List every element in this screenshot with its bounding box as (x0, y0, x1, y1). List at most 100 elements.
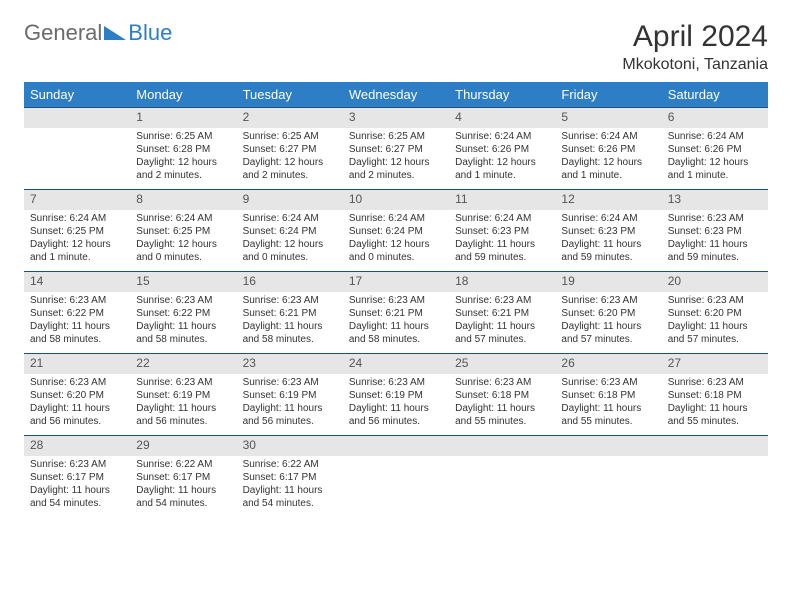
sunrise-text: Sunrise: 6:22 AM (136, 458, 230, 471)
day-content: Sunrise: 6:23 AMSunset: 6:19 PMDaylight:… (237, 374, 343, 432)
daylight-text: Daylight: 11 hours and 59 minutes. (455, 238, 549, 264)
daylight-text: Daylight: 11 hours and 54 minutes. (30, 484, 124, 510)
day-content: Sunrise: 6:23 AMSunset: 6:20 PMDaylight:… (555, 292, 661, 350)
sunrise-text: Sunrise: 6:23 AM (561, 294, 655, 307)
sunrise-text: Sunrise: 6:25 AM (136, 130, 230, 143)
day-number: 14 (24, 271, 130, 292)
calendar-week-row: 21Sunrise: 6:23 AMSunset: 6:20 PMDayligh… (24, 353, 768, 435)
calendar-cell (662, 435, 768, 517)
day-number: 29 (130, 435, 236, 456)
day-header: Friday (555, 82, 661, 107)
sunrise-text: Sunrise: 6:24 AM (561, 212, 655, 225)
calendar-cell: 21Sunrise: 6:23 AMSunset: 6:20 PMDayligh… (24, 353, 130, 435)
day-content: Sunrise: 6:23 AMSunset: 6:22 PMDaylight:… (130, 292, 236, 350)
day-number: 10 (343, 189, 449, 210)
daylight-text: Daylight: 11 hours and 57 minutes. (668, 320, 762, 346)
sunset-text: Sunset: 6:22 PM (30, 307, 124, 320)
daylight-text: Daylight: 12 hours and 2 minutes. (243, 156, 337, 182)
day-number: 7 (24, 189, 130, 210)
sunrise-text: Sunrise: 6:23 AM (668, 294, 762, 307)
day-number: 20 (662, 271, 768, 292)
sunrise-text: Sunrise: 6:24 AM (243, 212, 337, 225)
day-number: 23 (237, 353, 343, 374)
day-number: 2 (237, 107, 343, 128)
calendar-cell: 4Sunrise: 6:24 AMSunset: 6:26 PMDaylight… (449, 107, 555, 189)
sunrise-text: Sunrise: 6:23 AM (30, 458, 124, 471)
day-content: Sunrise: 6:23 AMSunset: 6:21 PMDaylight:… (237, 292, 343, 350)
daylight-text: Daylight: 11 hours and 58 minutes. (349, 320, 443, 346)
calendar-cell: 18Sunrise: 6:23 AMSunset: 6:21 PMDayligh… (449, 271, 555, 353)
calendar-cell: 20Sunrise: 6:23 AMSunset: 6:20 PMDayligh… (662, 271, 768, 353)
day-header: Saturday (662, 82, 768, 107)
sunrise-text: Sunrise: 6:23 AM (30, 376, 124, 389)
daylight-text: Daylight: 11 hours and 55 minutes. (668, 402, 762, 428)
day-content: Sunrise: 6:23 AMSunset: 6:21 PMDaylight:… (449, 292, 555, 350)
calendar-week-row: 1Sunrise: 6:25 AMSunset: 6:28 PMDaylight… (24, 107, 768, 189)
daylight-text: Daylight: 12 hours and 0 minutes. (136, 238, 230, 264)
sunrise-text: Sunrise: 6:25 AM (349, 130, 443, 143)
day-number: 11 (449, 189, 555, 210)
day-number: 1 (130, 107, 236, 128)
day-number: 16 (237, 271, 343, 292)
sunset-text: Sunset: 6:24 PM (349, 225, 443, 238)
day-content: Sunrise: 6:24 AMSunset: 6:25 PMDaylight:… (130, 210, 236, 268)
daylight-text: Daylight: 11 hours and 58 minutes. (136, 320, 230, 346)
daylight-text: Daylight: 11 hours and 56 minutes. (349, 402, 443, 428)
day-number: 17 (343, 271, 449, 292)
day-number: 12 (555, 189, 661, 210)
sunrise-text: Sunrise: 6:24 AM (349, 212, 443, 225)
sunset-text: Sunset: 6:27 PM (243, 143, 337, 156)
sunset-text: Sunset: 6:26 PM (668, 143, 762, 156)
daylight-text: Daylight: 11 hours and 58 minutes. (243, 320, 337, 346)
sunset-text: Sunset: 6:21 PM (243, 307, 337, 320)
sunrise-text: Sunrise: 6:23 AM (668, 212, 762, 225)
day-number (343, 435, 449, 456)
title-block: April 2024 Mkokotoni, Tanzania (622, 20, 768, 74)
sunset-text: Sunset: 6:28 PM (136, 143, 230, 156)
calendar-cell: 13Sunrise: 6:23 AMSunset: 6:23 PMDayligh… (662, 189, 768, 271)
sunrise-text: Sunrise: 6:23 AM (243, 376, 337, 389)
daylight-text: Daylight: 12 hours and 1 minute. (561, 156, 655, 182)
day-number: 27 (662, 353, 768, 374)
day-content: Sunrise: 6:24 AMSunset: 6:23 PMDaylight:… (555, 210, 661, 268)
day-content: Sunrise: 6:23 AMSunset: 6:18 PMDaylight:… (555, 374, 661, 432)
calendar-cell: 23Sunrise: 6:23 AMSunset: 6:19 PMDayligh… (237, 353, 343, 435)
daylight-text: Daylight: 11 hours and 56 minutes. (136, 402, 230, 428)
day-number: 24 (343, 353, 449, 374)
day-number (662, 435, 768, 456)
sunrise-text: Sunrise: 6:23 AM (561, 376, 655, 389)
page-header: General Blue April 2024 Mkokotoni, Tanza… (24, 20, 768, 74)
location: Mkokotoni, Tanzania (622, 56, 768, 74)
sunset-text: Sunset: 6:25 PM (136, 225, 230, 238)
calendar-cell: 11Sunrise: 6:24 AMSunset: 6:23 PMDayligh… (449, 189, 555, 271)
day-number: 9 (237, 189, 343, 210)
day-content: Sunrise: 6:23 AMSunset: 6:18 PMDaylight:… (449, 374, 555, 432)
calendar-cell: 30Sunrise: 6:22 AMSunset: 6:17 PMDayligh… (237, 435, 343, 517)
day-number (555, 435, 661, 456)
calendar-week-row: 7Sunrise: 6:24 AMSunset: 6:25 PMDaylight… (24, 189, 768, 271)
sunrise-text: Sunrise: 6:22 AM (243, 458, 337, 471)
daylight-text: Daylight: 11 hours and 57 minutes. (561, 320, 655, 346)
sunrise-text: Sunrise: 6:23 AM (668, 376, 762, 389)
day-content: Sunrise: 6:23 AMSunset: 6:23 PMDaylight:… (662, 210, 768, 268)
daylight-text: Daylight: 11 hours and 55 minutes. (561, 402, 655, 428)
calendar-week-row: 14Sunrise: 6:23 AMSunset: 6:22 PMDayligh… (24, 271, 768, 353)
sunrise-text: Sunrise: 6:25 AM (243, 130, 337, 143)
day-number: 28 (24, 435, 130, 456)
day-header-row: Sunday Monday Tuesday Wednesday Thursday… (24, 82, 768, 107)
day-content: Sunrise: 6:23 AMSunset: 6:18 PMDaylight:… (662, 374, 768, 432)
calendar-cell: 25Sunrise: 6:23 AMSunset: 6:18 PMDayligh… (449, 353, 555, 435)
sunset-text: Sunset: 6:17 PM (136, 471, 230, 484)
sunset-text: Sunset: 6:21 PM (349, 307, 443, 320)
day-number: 19 (555, 271, 661, 292)
sunset-text: Sunset: 6:21 PM (455, 307, 549, 320)
calendar-cell: 5Sunrise: 6:24 AMSunset: 6:26 PMDaylight… (555, 107, 661, 189)
sunset-text: Sunset: 6:19 PM (349, 389, 443, 402)
sunset-text: Sunset: 6:27 PM (349, 143, 443, 156)
day-header: Thursday (449, 82, 555, 107)
day-content: Sunrise: 6:23 AMSunset: 6:20 PMDaylight:… (662, 292, 768, 350)
calendar-cell: 1Sunrise: 6:25 AMSunset: 6:28 PMDaylight… (130, 107, 236, 189)
day-content: Sunrise: 6:24 AMSunset: 6:23 PMDaylight:… (449, 210, 555, 268)
day-content: Sunrise: 6:23 AMSunset: 6:17 PMDaylight:… (24, 456, 130, 514)
logo-text-general: General (24, 20, 102, 46)
